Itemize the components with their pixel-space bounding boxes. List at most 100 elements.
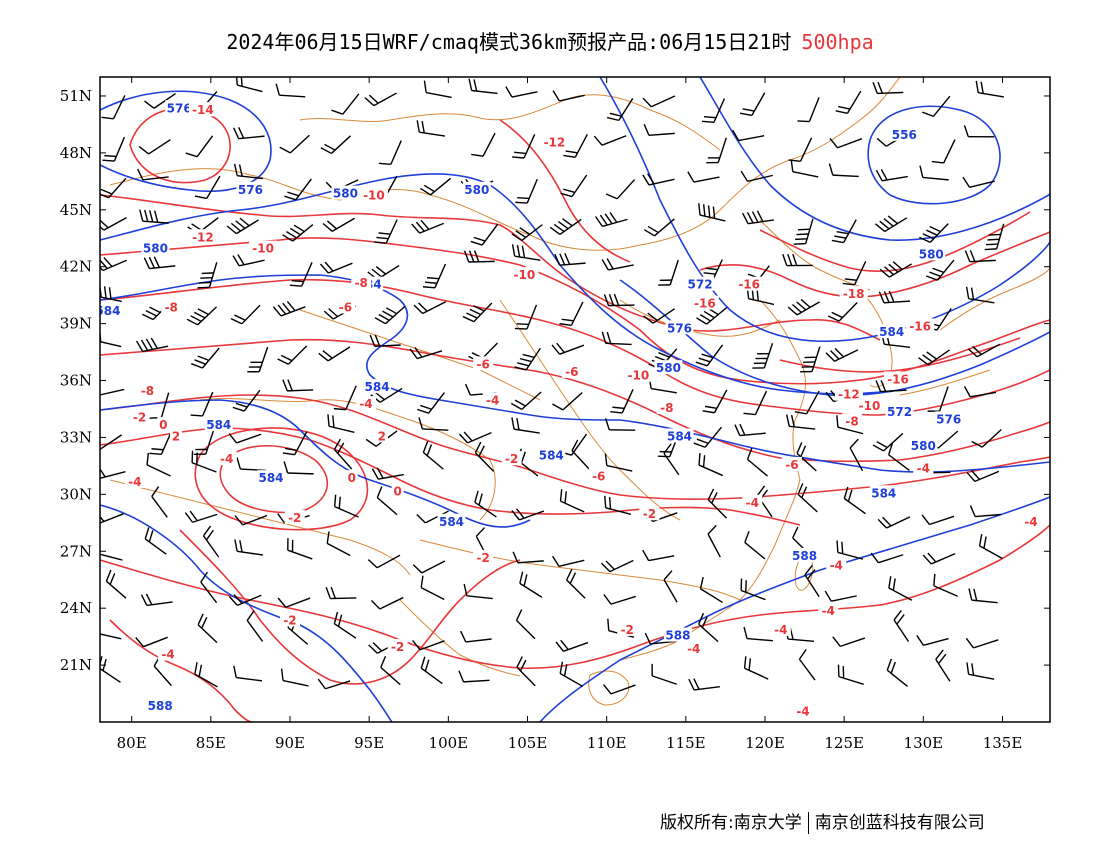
wind-barb (512, 134, 536, 159)
wind-barb-feather (190, 363, 203, 369)
wind-barb-feather (516, 323, 529, 326)
x-tick-label: 125E (824, 734, 864, 752)
temperature-contour-label: -10 (252, 242, 274, 256)
temperature-contour-label-bg (839, 286, 868, 301)
wind-barb (283, 461, 314, 475)
wind-barb (279, 134, 310, 154)
temperature-contour-label: -2 (391, 640, 404, 654)
wind-barb-feather (322, 222, 333, 232)
wind-barb-feather (226, 225, 237, 235)
wind-barb (695, 344, 724, 367)
wind-barb (706, 137, 727, 164)
height-contour-label-bg (790, 547, 819, 562)
wind-barb-feather (511, 510, 520, 521)
wind-barb-feather (642, 174, 650, 186)
wind-barb-feather (933, 573, 936, 586)
hainan-coast (588, 670, 630, 706)
wind-barb-feather (782, 253, 788, 266)
wind-barb-feather (647, 225, 659, 234)
wind-barb (872, 81, 904, 95)
wind-barb-feather (277, 304, 287, 315)
height-contour-label-bg (654, 360, 683, 375)
wind-barb (963, 125, 995, 138)
wind-barb (100, 553, 123, 561)
wind-barb-shaft (650, 95, 676, 108)
wind-barb-feather (556, 342, 565, 353)
wind-barb-feather (963, 386, 971, 398)
wind-barb (787, 298, 820, 316)
wind-barb (416, 392, 445, 414)
temperature-contour-label: -4 (822, 604, 835, 618)
temperature-contour-label-bg (683, 640, 704, 655)
wind-barb-shaft (342, 93, 360, 115)
wind-barb (559, 301, 584, 326)
wind-barb (511, 244, 541, 261)
wind-barb (331, 93, 360, 115)
sw-province-border (399, 599, 521, 677)
y-tick-label: 24N (60, 599, 92, 617)
wind-barb-feather (875, 223, 886, 233)
wind-barb-feather (458, 670, 465, 683)
wind-barb-feather (932, 267, 945, 274)
wind-barb-feather (612, 406, 625, 410)
temperature-contour-label-bg (356, 396, 376, 411)
wind-barb (230, 304, 261, 325)
temperature-contour-label: -14 (192, 103, 214, 117)
wind-barb-feather (202, 525, 212, 537)
wind-barb-feather (831, 311, 843, 319)
wind-barb-feather (473, 250, 480, 263)
wind-barb (797, 483, 818, 513)
temperature-contour-label: -16 (738, 278, 760, 292)
wind-barb-feather (371, 268, 382, 278)
temperature-contour-label: -4 (1024, 515, 1037, 529)
height-contour-572-ne (699, 77, 1050, 241)
height-contour-label: 588 (148, 699, 173, 713)
wind-barb-shaft (610, 684, 636, 695)
height-contour-label: 584 (365, 380, 390, 394)
temperature-contour-label-bg (540, 134, 569, 149)
wind-barb (752, 343, 774, 369)
wind-barb-feather (642, 97, 652, 108)
wind-barb-feather (876, 441, 888, 449)
wind-barb-feather (748, 658, 752, 671)
temperature-contour-label: -4 (687, 642, 700, 656)
wind-barb (462, 302, 493, 323)
china-border-north (109, 77, 901, 251)
wind-barb-feather (145, 310, 157, 317)
temperature-contour-label: -10 (513, 268, 535, 282)
wind-barb (658, 259, 679, 286)
wind-barb (374, 219, 398, 244)
wind-barb-shaft (376, 497, 398, 516)
wind-barb-shaft (744, 541, 766, 560)
wind-barb-shaft (196, 135, 214, 158)
wind-barb (287, 538, 313, 560)
wind-barb (422, 263, 447, 289)
wind-barb-feather (916, 634, 925, 646)
wind-barb-feather (102, 159, 115, 162)
wind-barb-feather (198, 664, 203, 677)
wind-barb (875, 379, 907, 393)
wind-barb-feather (849, 438, 859, 449)
wind-barb-feather (470, 240, 483, 246)
wind-barb-feather (463, 250, 470, 263)
wind-barb (275, 83, 306, 98)
wind-barb (610, 388, 634, 414)
wind-barb-feather (557, 221, 569, 230)
wind-barb (702, 389, 728, 414)
wind-barb-feather (374, 334, 381, 347)
temperature-contour-label-bg (249, 240, 278, 255)
wind-barb-feather (149, 306, 161, 314)
map-title: 2024年06月15日WRF/cmaq模式36km预报产品:06月15日21时 5… (0, 26, 1100, 55)
temperature-contour-label: -2 (621, 623, 634, 637)
wind-barb-shaft (738, 135, 765, 142)
wind-barb-shaft (651, 387, 677, 394)
wind-barb (790, 159, 819, 178)
wind-barb (877, 516, 911, 529)
wind-barb (135, 636, 168, 648)
wind-barb (600, 559, 634, 573)
wind-barb-feather (886, 658, 893, 671)
wind-barb-feather (228, 433, 238, 444)
wind-barb (246, 610, 264, 642)
temperature-contour-label: -8 (165, 300, 178, 314)
wind-barb-feather (189, 510, 198, 522)
